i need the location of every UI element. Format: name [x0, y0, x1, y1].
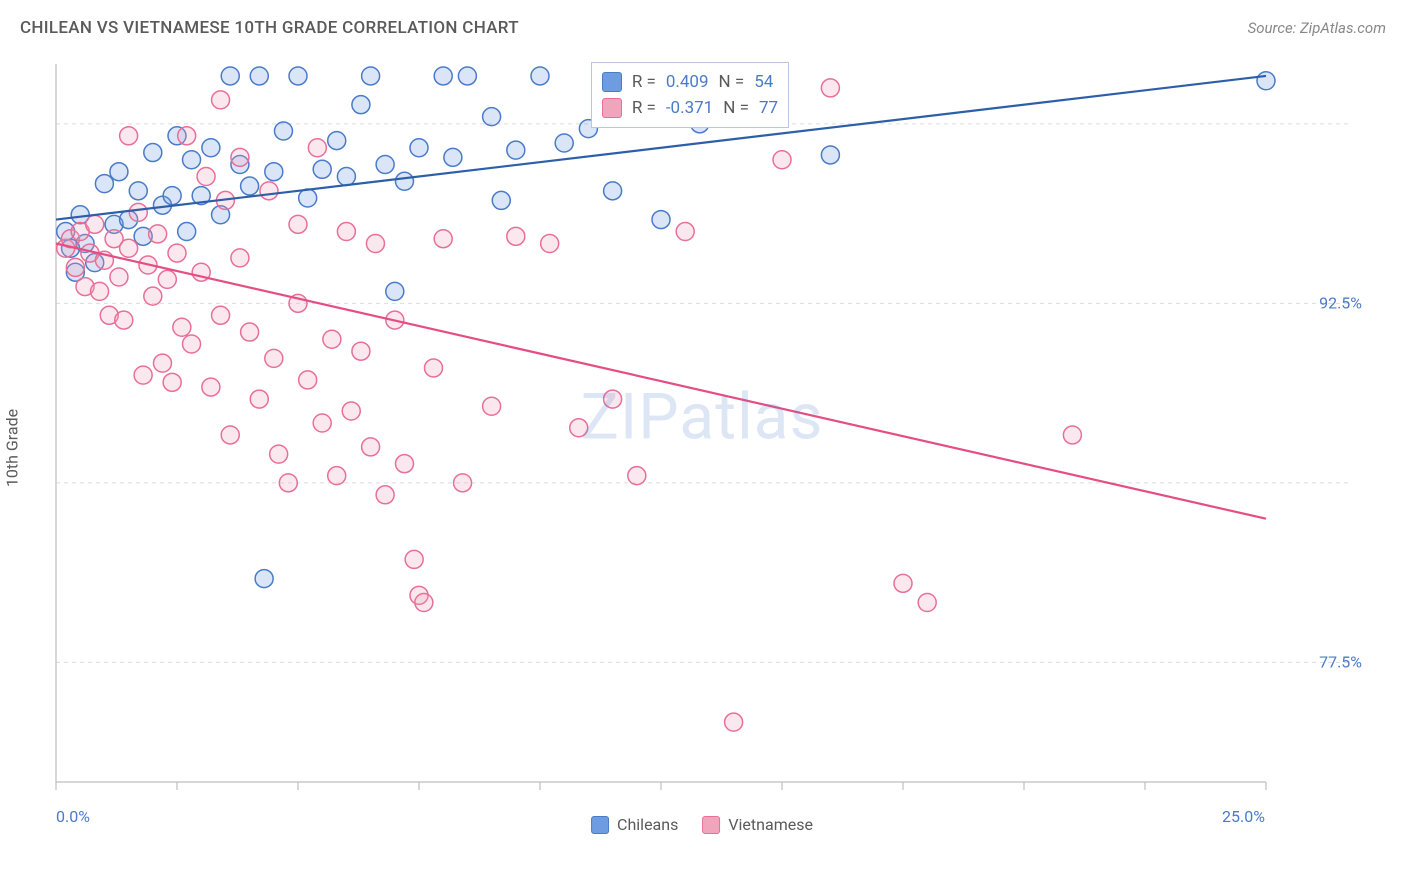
stat-n-label: N =	[719, 72, 745, 92]
stat-swatch	[602, 72, 622, 92]
scatter-chart: 10th Grade ZIPatlas 77.5%92.5% 0.0%25.0%…	[48, 58, 1356, 838]
legend-label: Chileans	[617, 815, 678, 834]
y-axis-label: 10th Grade	[3, 409, 22, 487]
stat-r-label: R =	[632, 72, 656, 92]
legend-item: Vietnamese	[702, 815, 813, 834]
stat-r-value: -0.371	[666, 98, 713, 118]
source-attribution: Source: ZipAtlas.com	[1248, 19, 1386, 37]
bottom-legend: Chileans Vietnamese	[591, 815, 813, 834]
chart-title: CHILEAN VS VIETNAMESE 10TH GRADE CORRELA…	[20, 18, 519, 38]
y-tick-label: 77.5%	[1319, 653, 1362, 672]
stat-row: R = 0.409 N = 54	[602, 69, 778, 95]
correlation-stats-legend: R = 0.409 N = 54R = -0.371 N = 77	[591, 62, 789, 128]
stat-n-label: N =	[723, 98, 749, 118]
stat-r-label: R =	[632, 98, 656, 118]
legend-swatch	[702, 816, 720, 834]
chart-canvas	[48, 58, 1356, 838]
stat-r-value: 0.409	[666, 72, 709, 92]
stat-swatch	[602, 98, 622, 118]
legend-swatch	[591, 816, 609, 834]
y-tick-label: 92.5%	[1319, 294, 1362, 313]
x-tick-label: 0.0%	[56, 807, 90, 826]
legend-item: Chileans	[591, 815, 678, 834]
stat-n-value: 77	[759, 98, 778, 118]
stat-n-value: 54	[754, 72, 773, 92]
x-tick-label: 25.0%	[1222, 807, 1265, 826]
stat-row: R = -0.371 N = 77	[602, 95, 778, 121]
legend-label: Vietnamese	[728, 815, 813, 834]
